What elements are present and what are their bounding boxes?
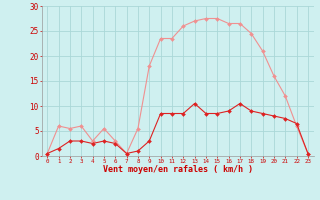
X-axis label: Vent moyen/en rafales ( km/h ): Vent moyen/en rafales ( km/h ) — [103, 165, 252, 174]
